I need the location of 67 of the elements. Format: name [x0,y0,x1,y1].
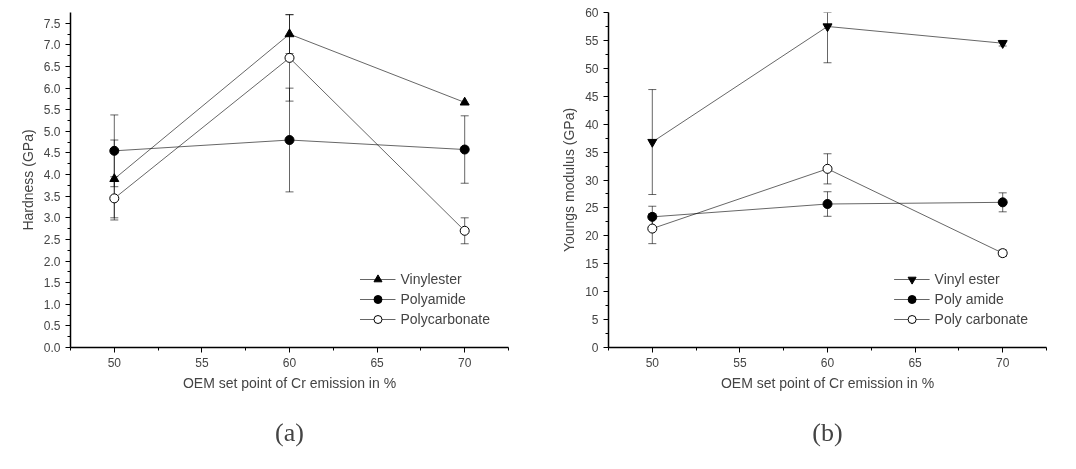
x-tick-label: 70 [996,355,1010,370]
y-tick-label: 2.0 [43,254,61,269]
x-tick-label: 60 [282,355,297,370]
point [822,199,833,209]
y-tick-label: 6.0 [43,81,61,96]
y-tick-label: 55 [585,33,599,48]
point [822,163,833,174]
y-tick-label: 0.0 [43,341,61,355]
y-tick-label: 3.0 [43,211,61,226]
x-tick-label: 65 [908,355,923,370]
y-tick-label: 5 [591,313,599,328]
x-tick-label: 70 [458,355,472,370]
x-tick-label: 50 [645,355,660,370]
point [109,145,120,156]
y-axis-title: Hardness (GPa) [19,129,36,231]
point [647,223,658,234]
y-tick-label: 0 [591,341,599,355]
y-tick-label: 4.0 [43,168,61,183]
y-tick-label: 7.5 [43,16,61,31]
y-tick-label: 5.5 [43,103,61,118]
legend-label: Poly amide [934,291,1004,307]
x-tick-label: 60 [820,355,835,370]
point [459,96,470,106]
point [284,135,295,146]
x-tick-label: 65 [370,355,385,370]
y-tick-label: 50 [585,61,599,76]
point [109,193,120,204]
text: (a) [275,418,304,447]
x-axis-title: OEM set point of Cr emission in % [182,374,397,391]
y-tick-label: 2.5 [43,232,61,247]
legend-label: Vinyl ester [934,271,1000,287]
y-tick-label: 45 [585,89,599,104]
y-tick-label: 1.5 [43,276,61,291]
point [109,173,120,183]
y-tick-label: 25 [585,201,599,216]
y-tick-label: 20 [585,229,599,244]
y-tick-label: 40 [585,117,599,132]
point [822,23,833,33]
y-axis-title: Youngs modulus (GPa) [561,107,578,253]
x-tick-label: 55 [195,355,209,370]
point [459,144,470,155]
legend-label: Polycarbonate [400,311,490,327]
legend-label: Vinylester [400,271,462,287]
y-tick-label: 35 [585,145,599,160]
point [997,197,1008,208]
x-tick-label: 50 [107,355,122,370]
y-tick-label: 10 [585,285,599,300]
y-tick-label: 1.0 [43,297,61,312]
text: (b) [812,418,843,447]
y-tick-label: 4.5 [43,146,61,161]
y-tick-label: 60 [585,6,599,20]
x-axis-title: OEM set point of Cr emission in % [720,374,935,391]
point [459,225,470,236]
y-tick-label: 5.0 [43,124,61,139]
x-tick-label: 55 [733,355,747,370]
legend-label: Polyamide [400,291,466,307]
point [284,52,295,63]
y-tick-label: 30 [585,173,599,188]
y-tick-label: 15 [585,257,599,272]
point [647,211,658,222]
point [647,138,658,148]
y-tick-label: 3.5 [43,189,61,204]
point [284,28,295,38]
y-tick-label: 7.0 [43,38,61,53]
y-tick-label: 6.5 [43,60,61,75]
y-tick-label: 0.5 [43,319,61,334]
legend-label: Poly carbonate [934,311,1028,327]
